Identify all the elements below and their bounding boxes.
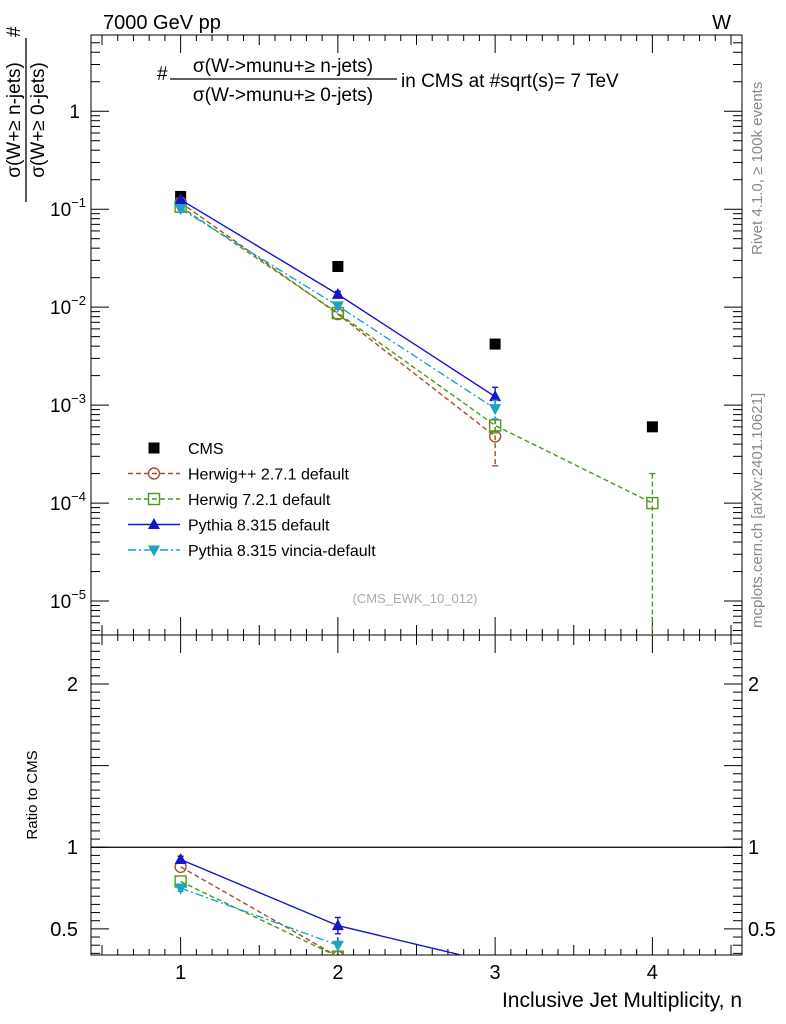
ratio-y-tick-label: 0.5 [50,919,78,941]
vincia-line [180,887,339,946]
ratio-y-tick-label: 1 [67,837,78,859]
pythia-series [174,193,502,410]
legend-label-vincia: Pythia 8.315 vincia-default [188,543,376,560]
legend-label-herwigpp: Herwig++ 2.7.1 default [188,467,350,484]
plot-title: # σ(W->munu+≥ n-jets) σ(W->munu+≥ 0-jets… [157,56,619,106]
cms-point [489,338,501,350]
main-series [174,190,659,635]
herwigpp-line [180,201,496,437]
title-prefix: # [157,64,168,85]
legend-item-herwig7: Herwig 7.2.1 default [128,492,331,509]
ratio-y-tick-label: 2 [748,674,759,696]
title-suffix: in CMS at #sqrt(s)= 7 TeV [401,71,619,92]
pythia-series [174,852,464,955]
ratio-y-tick-label: 0.5 [748,919,776,941]
herwig7-point [488,419,502,432]
y-tick-label: 10−1 [50,195,86,221]
x-axis-label: Inclusive Jet Multiplicity, n [502,989,742,1012]
title-numerator: σ(W->munu+≥ n-jets) [193,56,373,77]
y-tick-label: 10−2 [50,293,86,319]
legend-item-herwigpp: Herwig++ 2.7.1 default [128,467,350,484]
legend-marker-vincia [148,545,160,557]
rivet-version-text: Rivet 4.1.0, ≥ 100k events [749,82,766,255]
x-tick-label: 2 [332,962,343,984]
vincia-point [174,883,187,895]
ratio-y-tick-label: 1 [748,837,759,859]
herwig7-point [646,496,659,510]
x-tick-label: 1 [175,962,186,984]
legend-label-pythia: Pythia 8.315 default [188,518,330,535]
legend-marker-herwig7 [147,492,161,506]
cms-point [646,421,658,433]
title-denominator: σ(W->munu+≥ 0-jets) [193,85,373,106]
ylabel-denominator: σ(W+≥ 0-jets) [28,62,49,178]
ylabel-prefix: # [4,26,25,37]
pythia-point [489,390,502,402]
vincia-series [174,883,344,952]
cms-series [175,190,658,433]
pythia-point [331,919,344,931]
legend-item-vincia: Pythia 8.315 vincia-default [128,543,376,560]
cms-point [332,260,344,272]
pythia-point [174,193,187,205]
y-tick-label: 10−5 [50,587,86,613]
herwig7-line [180,880,337,955]
herwigpp-series [174,196,502,467]
vincia-point [489,404,502,416]
pythia-point [174,852,187,864]
vincia-series [174,204,502,420]
ratio-y-tick-label: 2 [67,674,78,696]
main-axis-ticks: 1 10−1 10−2 10−3 10−4 10−5 [50,34,742,635]
legend-marker-herwigpp [147,467,161,480]
legend-item-pythia: Pythia 8.315 default [128,518,330,535]
energy-label: 7000 GeV pp [103,12,221,34]
analysis-id-watermark: (CMS_EWK_10_012) [353,591,478,606]
y-axis-label: # σ(W+≥ n-jets) σ(W+≥ 0-jets) [4,26,49,202]
process-label: W [712,12,731,34]
legend-marker-pythia [148,518,160,529]
vincia-point [331,940,344,952]
y-tick-label: 10−4 [50,489,86,515]
legend-marker-cms [148,442,160,454]
x-tick-label: 4 [647,962,658,984]
ratio-y-axis-label: Ratio to CMS [24,750,41,839]
ratio-axis-ticks: 1 2 3 4 0.5 0.5 1 1 2 2 [50,634,776,984]
ratio-series [174,852,464,955]
legend-label-herwig7: Herwig 7.2.1 default [188,492,331,509]
legend: CMS Herwig++ 2.7.1 default Herwig 7.2.1 de… [128,441,376,560]
y-tick-label: 1 [69,102,80,123]
pythia-point [331,287,344,299]
legend-label-cms: CMS [188,441,224,458]
y-tick-label: 10−3 [50,391,86,417]
vincia-line [180,208,496,410]
vincia-point [331,301,344,313]
ylabel-numerator: σ(W+≥ n-jets) [4,62,25,178]
vincia-point [174,204,187,216]
herwigpp-line [180,866,337,955]
herwig7-line [180,206,653,504]
ratio-plot-frame [90,634,743,956]
legend-item-cms: CMS [148,441,224,458]
mcplots-credit-text: mcplots.cern.ch [arXiv:2401.10621] [749,393,766,628]
x-tick-label: 3 [490,962,501,984]
